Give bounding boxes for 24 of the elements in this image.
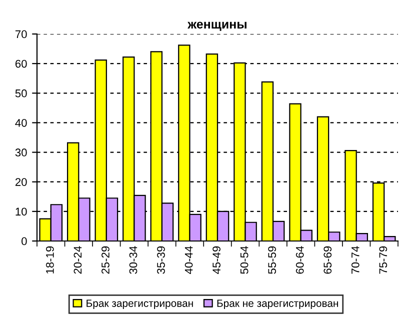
x-tick-label: 60-64 xyxy=(296,246,304,274)
y-tick-label: 30 xyxy=(15,148,27,156)
y-tick-label: 50 xyxy=(15,89,27,98)
y-tick-label: 40 xyxy=(15,118,27,127)
x-tick-label: 18-19 xyxy=(46,246,54,274)
y-tick-label: 10 xyxy=(16,208,27,216)
y-tick-label: 0 xyxy=(22,237,27,246)
x-tick-label: 50-54 xyxy=(240,246,248,274)
chart-title: женщины xyxy=(188,22,246,31)
x-tick-label: 40-44 xyxy=(184,246,193,274)
y-tick-label: 70 xyxy=(15,30,27,38)
y-tick-label: 60 xyxy=(15,60,27,68)
x-tick-label: 20-24 xyxy=(74,246,82,274)
x-tick-label: 75-79 xyxy=(379,246,388,274)
legend-label: Брак зарегистрирован xyxy=(86,300,193,310)
x-tick-label: 65-69 xyxy=(324,246,332,274)
y-tick-label: 20 xyxy=(15,178,27,186)
x-tick-label: 35-39 xyxy=(157,246,165,274)
x-tick-label: 25-29 xyxy=(102,246,110,274)
x-tick-label: 70-74 xyxy=(351,246,360,274)
x-tick-label: 45-49 xyxy=(212,246,220,274)
x-tick-label: 55-59 xyxy=(268,246,276,274)
x-tick-label: 30-34 xyxy=(129,246,138,274)
legend-label: Брак не зарегистрирован xyxy=(217,300,338,310)
